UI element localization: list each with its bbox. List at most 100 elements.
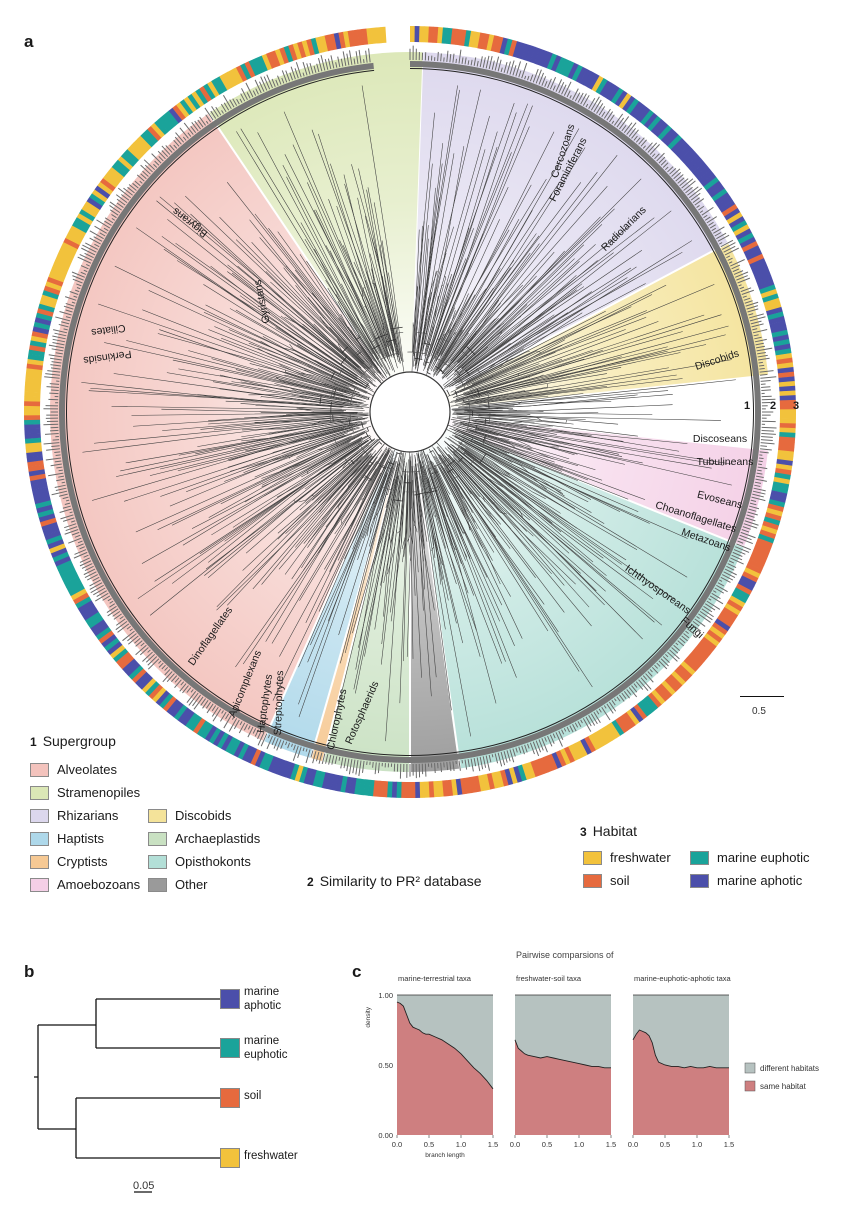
- legend-item-other: Other: [148, 877, 208, 892]
- legend-label: freshwater: [610, 850, 671, 865]
- habitat-ring-segment: [410, 26, 415, 42]
- habitat-ring-segment: [24, 401, 40, 406]
- habitat-ring-segment: [406, 782, 411, 798]
- legend-swatch: [30, 878, 49, 892]
- habitat-ring-segment: [24, 406, 40, 411]
- habitat-ring-segment: [780, 414, 796, 419]
- similarity-bar: [758, 464, 762, 465]
- dendrogram-leaf-label: freshwater: [244, 1149, 298, 1163]
- legend-swatch: [690, 874, 709, 888]
- x-tick-label: 0.5: [660, 1140, 670, 1149]
- similarity-bar: [53, 440, 59, 441]
- similarity-bar: [760, 446, 767, 447]
- similarity-bar: [759, 368, 764, 369]
- habitat-ring-segment: [415, 782, 420, 798]
- y-tick-label: 0.00: [378, 1131, 393, 1140]
- dendrogram-swatch-soil: [220, 1088, 240, 1108]
- dendrogram-swatch-marine_aphotic: [220, 989, 240, 1009]
- x-tick-label: 1.0: [456, 1140, 466, 1149]
- habitat-legend-item-soil: soil: [583, 873, 630, 888]
- x-tick-label: 0.0: [392, 1140, 402, 1149]
- tree-scale-bar: [740, 696, 784, 697]
- legend-item-rhizarians: Rhizarians: [30, 808, 118, 823]
- similarity-bar: [373, 762, 374, 768]
- habitat-ring-segment: [410, 782, 415, 798]
- legend-label: soil: [610, 873, 630, 888]
- similarity-bar: [761, 390, 771, 391]
- habitat-ring-segment: [396, 782, 401, 798]
- habitat-legend-item-marine_aphotic: marine aphotic: [690, 873, 802, 888]
- similarity-bar: [456, 59, 457, 63]
- legend-item-haptists: Haptists: [30, 831, 104, 846]
- legend-swatch: [690, 851, 709, 865]
- similarity-bar: [435, 763, 436, 773]
- habitat-ring-segment: [415, 26, 420, 42]
- tree-scale-label: 0.5: [752, 706, 766, 717]
- chart-legend-label: different habitats: [760, 1064, 819, 1073]
- x-tick-label: 1.5: [724, 1140, 734, 1149]
- chart-legend-label: same habitat: [760, 1082, 807, 1091]
- ring-number-2: 2: [770, 400, 776, 412]
- legend-label: marine aphotic: [717, 873, 802, 888]
- habitat-ring-segment: [424, 782, 430, 798]
- panel-b-label: b: [24, 962, 34, 982]
- similarity-bar: [62, 482, 65, 483]
- x-tick-label: 0.0: [628, 1140, 638, 1149]
- similarity-bar: [364, 59, 365, 63]
- legend-label: Alveolates: [57, 762, 117, 777]
- similarity-bar: [761, 387, 770, 388]
- habitat-ring-segment: [24, 419, 40, 424]
- legend-swatch: [30, 832, 49, 846]
- dendrogram-scale-label: 0.05: [133, 1180, 154, 1192]
- legend-item-cryptists: Cryptists: [30, 854, 108, 869]
- dendrogram-leaf-label: marine euphotic: [244, 1034, 287, 1062]
- habitat-ring-segment: [24, 410, 40, 415]
- x-tick-label: 0.5: [542, 1140, 552, 1149]
- similarity-bar: [759, 362, 763, 363]
- facet-title: marine-terrestrial taxa: [398, 974, 472, 983]
- facet-title: freshwater-soil taxa: [516, 974, 582, 983]
- legend-item-stramenopiles: Stramenopiles: [30, 785, 140, 800]
- ring-number-1: 1: [744, 400, 750, 412]
- legend-item-discobids: Discobids: [148, 808, 231, 823]
- dendrogram-leaf-label: soil: [244, 1089, 261, 1103]
- similarity-bar: [56, 455, 61, 456]
- x-tick-label: 0.0: [510, 1140, 520, 1149]
- legend-swatch: [148, 832, 167, 846]
- similarity-bar: [59, 470, 63, 471]
- habitat-legend-item-freshwater: freshwater: [583, 850, 671, 865]
- dendrogram-branches: [34, 999, 220, 1158]
- similarity-bar: [762, 427, 777, 428]
- similarity-bar: [492, 754, 493, 757]
- ring-number-3: 3: [793, 400, 799, 412]
- legend-label: Amoebozoans: [57, 877, 140, 892]
- dendrogram-leaf-label: marine aphotic: [244, 985, 281, 1013]
- chart-legend-swatch: [745, 1063, 755, 1073]
- legend-swatch: [583, 851, 602, 865]
- legend-label: Archaeplastids: [175, 831, 260, 846]
- legend-label: marine euphotic: [717, 850, 810, 865]
- similarity-bar: [759, 365, 764, 366]
- legend-item-archaeplastids: Archaeplastids: [148, 831, 260, 846]
- habitat-ring-segment: [401, 782, 406, 798]
- tree-node-arc: [472, 411, 473, 416]
- similarity-bar: [759, 458, 764, 459]
- legend-swatch: [148, 855, 167, 869]
- x-axis-label: branch length: [425, 1152, 465, 1159]
- x-tick-label: 1.0: [574, 1140, 584, 1149]
- y-axis-label: density: [365, 1006, 372, 1027]
- habitat-dendrogram: [30, 980, 240, 1210]
- legend-label: Cryptists: [57, 854, 108, 869]
- legend-swatch: [30, 763, 49, 777]
- habitat-ring-segment: [24, 424, 40, 430]
- x-tick-label: 0.5: [424, 1140, 434, 1149]
- chart-legend-swatch: [745, 1081, 755, 1091]
- legend-item-alveolates: Alveolates: [30, 762, 117, 777]
- legend-label: Other: [175, 877, 208, 892]
- legend-label: Haptists: [57, 831, 104, 846]
- legend-swatch: [30, 855, 49, 869]
- similarity-bar: [762, 430, 774, 431]
